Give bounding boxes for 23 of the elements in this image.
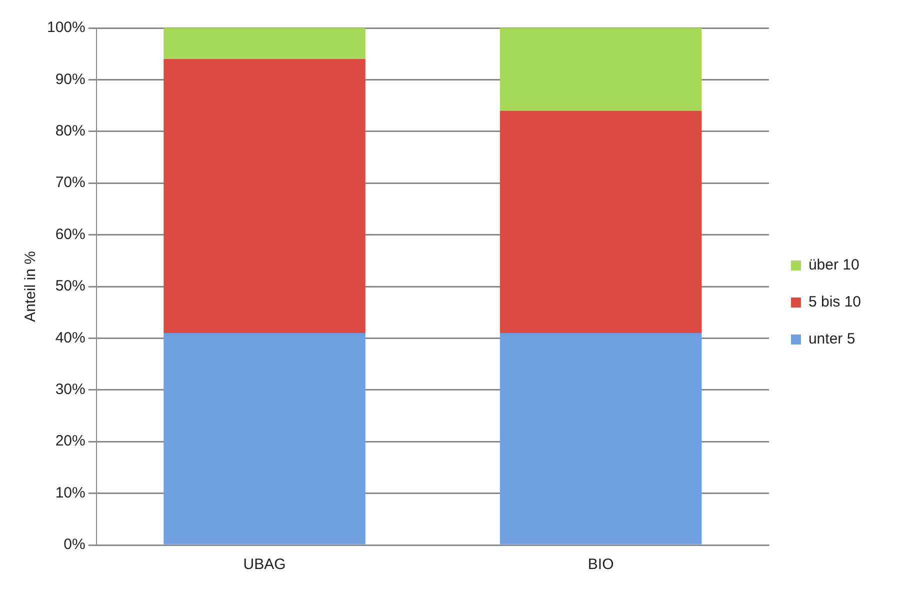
y-tick-label: 70%	[55, 174, 86, 192]
y-tick-label: 90%	[55, 70, 86, 88]
bar	[164, 333, 366, 544]
y-tick-label: 0%	[64, 536, 86, 554]
y-tick-label: 30%	[55, 381, 86, 398]
legend-label: unter 5	[808, 330, 856, 348]
y-axis-title: Anteil in %	[22, 251, 40, 322]
x-tick-label: UBAG	[243, 556, 286, 574]
y-tick-label: 80%	[55, 122, 86, 140]
bar	[164, 28, 366, 60]
bar	[500, 333, 702, 544]
x-tick-label: BIO	[588, 556, 614, 574]
bar	[500, 28, 702, 111]
y-tick-label: 60%	[55, 226, 86, 243]
y-tick-label: 10%	[55, 484, 86, 502]
y-tick-label: 100%	[46, 19, 86, 36]
legend-label: 5 bis 10	[808, 294, 862, 311]
y-tick-label: 50%	[55, 278, 86, 295]
legend-label: über 10	[808, 256, 860, 274]
bar	[500, 110, 702, 334]
y-tick-label: 40%	[55, 329, 86, 346]
bar	[164, 59, 366, 334]
y-tick-label: 20%	[55, 432, 86, 450]
